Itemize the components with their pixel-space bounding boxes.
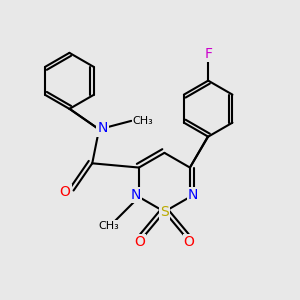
Text: CH₃: CH₃ — [98, 221, 119, 231]
Text: CH₃: CH₃ — [133, 116, 154, 126]
Text: O: O — [134, 235, 145, 249]
Text: O: O — [184, 235, 194, 249]
Text: N: N — [130, 188, 141, 202]
Text: S: S — [160, 205, 169, 219]
Text: O: O — [60, 185, 70, 199]
Text: N: N — [97, 122, 108, 136]
Text: N: N — [188, 188, 199, 202]
Text: F: F — [205, 47, 213, 61]
